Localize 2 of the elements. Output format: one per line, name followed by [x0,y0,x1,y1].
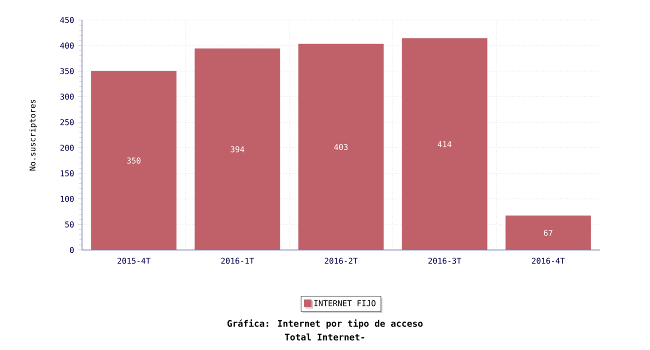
text: Total Internet- [284,334,364,340]
text: Gráfica: Internet por tipo de acceso [227,319,423,329]
